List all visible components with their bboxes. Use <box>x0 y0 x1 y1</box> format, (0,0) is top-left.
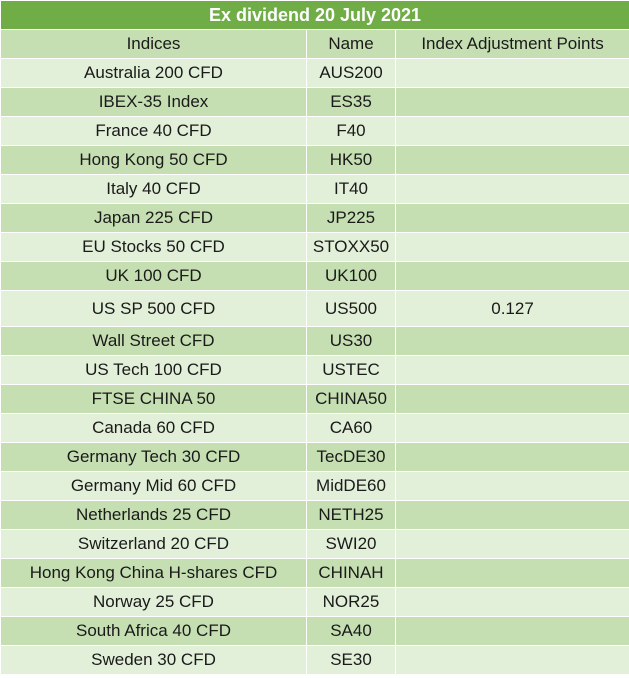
points-cell <box>394 587 629 617</box>
table-row: France 40 CFD F40 <box>0 116 629 146</box>
symbol-cell: SWI20 <box>306 529 396 559</box>
points-cell <box>394 203 629 233</box>
table-row: Hong Kong 50 CFD HK50 <box>0 145 629 175</box>
symbol-cell: CHINAH <box>306 558 396 588</box>
points-cell <box>394 326 629 356</box>
table-row: Australia 200 CFD AUS200 <box>0 58 629 88</box>
points-cell <box>394 442 629 472</box>
symbol-cell: HK50 <box>306 145 396 175</box>
table-row: Germany Mid 60 CFD MidDE60 <box>0 471 629 501</box>
table-row: Norway 25 CFD NOR25 <box>0 587 629 617</box>
table-row: IBEX-35 Index ES35 <box>0 87 629 117</box>
table-row: UK 100 CFD UK100 <box>0 261 629 291</box>
table-row: Canada 60 CFD CA60 <box>0 413 629 443</box>
index-cell: Hong Kong China H-shares CFD <box>0 558 307 588</box>
points-cell <box>394 355 629 385</box>
table-row: Wall Street CFD US30 <box>0 326 629 356</box>
points-cell: 0.127 <box>394 290 629 327</box>
symbol-cell: UK100 <box>306 261 396 291</box>
points-cell <box>394 174 629 204</box>
points-cell <box>394 471 629 501</box>
symbol-cell: NOR25 <box>306 587 396 617</box>
table-row: US SP 500 CFD US500 0.127 <box>0 290 629 327</box>
symbol-cell: CHINA50 <box>306 384 396 414</box>
points-cell <box>394 232 629 262</box>
points-cell <box>394 558 629 588</box>
index-cell: South Africa 40 CFD <box>0 616 307 646</box>
index-cell: US SP 500 CFD <box>0 290 307 327</box>
symbol-cell: AUS200 <box>306 58 396 88</box>
symbol-cell: CA60 <box>306 413 396 443</box>
table-row: Italy 40 CFD IT40 <box>0 174 629 204</box>
column-header-name: Name <box>306 29 396 59</box>
points-cell <box>394 145 629 175</box>
table-row: Hong Kong China H-shares CFD CHINAH <box>0 558 629 588</box>
symbol-cell: USTEC <box>306 355 396 385</box>
table-row: Netherlands 25 CFD NETH25 <box>0 500 629 530</box>
symbol-cell: MidDE60 <box>306 471 396 501</box>
table-row: Switzerland 20 CFD SWI20 <box>0 529 629 559</box>
index-cell: Sweden 30 CFD <box>0 645 307 675</box>
table-title: Ex dividend 20 July 2021 <box>0 0 629 30</box>
column-header-indices: Indices <box>0 29 307 59</box>
symbol-cell: F40 <box>306 116 396 146</box>
symbol-cell: US30 <box>306 326 396 356</box>
index-cell: Germany Tech 30 CFD <box>0 442 307 472</box>
title-row: Ex dividend 20 July 2021 <box>0 0 629 30</box>
index-cell: EU Stocks 50 CFD <box>0 232 307 262</box>
table-row: South Africa 40 CFD SA40 <box>0 616 629 646</box>
points-cell <box>394 645 629 675</box>
index-cell: Hong Kong 50 CFD <box>0 145 307 175</box>
index-cell: Canada 60 CFD <box>0 413 307 443</box>
points-cell <box>394 529 629 559</box>
points-cell <box>394 500 629 530</box>
symbol-cell: JP225 <box>306 203 396 233</box>
points-cell <box>394 413 629 443</box>
symbol-cell: IT40 <box>306 174 396 204</box>
index-cell: IBEX-35 Index <box>0 87 307 117</box>
points-cell <box>394 384 629 414</box>
table-row: FTSE CHINA 50 CHINA50 <box>0 384 629 414</box>
table-row: Germany Tech 30 CFD TecDE30 <box>0 442 629 472</box>
points-cell <box>394 616 629 646</box>
column-header-adjustment: Index Adjustment Points <box>394 29 629 59</box>
index-cell: Italy 40 CFD <box>0 174 307 204</box>
header-row: Indices Name Index Adjustment Points <box>0 29 629 59</box>
points-cell <box>394 261 629 291</box>
index-cell: Netherlands 25 CFD <box>0 500 307 530</box>
symbol-cell: NETH25 <box>306 500 396 530</box>
table-row: Sweden 30 CFD SE30 <box>0 645 629 675</box>
index-cell: US Tech 100 CFD <box>0 355 307 385</box>
symbol-cell: ES35 <box>306 87 396 117</box>
index-cell: Germany Mid 60 CFD <box>0 471 307 501</box>
symbol-cell: TecDE30 <box>306 442 396 472</box>
index-cell: Australia 200 CFD <box>0 58 307 88</box>
symbol-cell: SE30 <box>306 645 396 675</box>
index-cell: Japan 225 CFD <box>0 203 307 233</box>
symbol-cell: US500 <box>306 290 396 327</box>
index-cell: Switzerland 20 CFD <box>0 529 307 559</box>
index-cell: Norway 25 CFD <box>0 587 307 617</box>
table-row: EU Stocks 50 CFD STOXX50 <box>0 232 629 262</box>
table-row: US Tech 100 CFD USTEC <box>0 355 629 385</box>
points-cell <box>394 58 629 88</box>
index-cell: France 40 CFD <box>0 116 307 146</box>
symbol-cell: STOXX50 <box>306 232 396 262</box>
index-cell: UK 100 CFD <box>0 261 307 291</box>
index-cell: Wall Street CFD <box>0 326 307 356</box>
points-cell <box>394 87 629 117</box>
table-row: Japan 225 CFD JP225 <box>0 203 629 233</box>
symbol-cell: SA40 <box>306 616 396 646</box>
points-cell <box>394 116 629 146</box>
index-cell: FTSE CHINA 50 <box>0 384 307 414</box>
